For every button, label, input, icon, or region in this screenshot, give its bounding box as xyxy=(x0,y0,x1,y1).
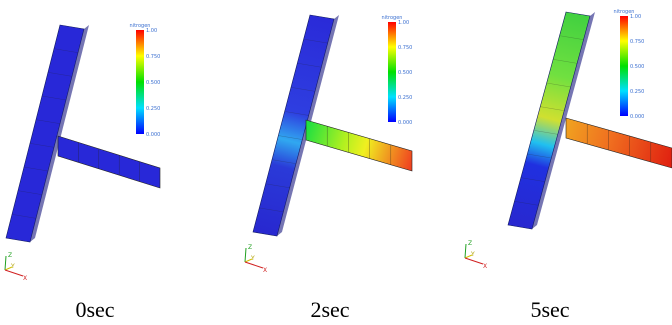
colorbar-tick-label: 1.00 xyxy=(146,28,157,34)
vertical-pipe xyxy=(6,25,84,242)
colorbar-tick-label: 0.500 xyxy=(398,70,412,76)
branch-pipe xyxy=(566,118,672,168)
colorbar-tick-label: 0.000 xyxy=(146,132,160,138)
axis-x-label: X xyxy=(23,275,27,282)
caption: 0sec xyxy=(75,297,114,322)
colorbar xyxy=(620,16,628,116)
colorbar xyxy=(136,30,144,134)
axis-x xyxy=(5,270,23,276)
colorbar-tick-label: 0.000 xyxy=(398,120,412,126)
axis-y-label: Y xyxy=(470,251,475,258)
colorbar-tick-label: 1.00 xyxy=(398,20,409,26)
axis-z xyxy=(5,256,6,270)
colorbar-tick-label: 0.000 xyxy=(630,114,644,120)
colorbar-tick-label: 0.250 xyxy=(630,89,644,95)
axis-y-label: Y xyxy=(10,263,15,270)
axis-z-label: Z xyxy=(8,252,12,259)
colorbar xyxy=(388,22,396,122)
axis-z xyxy=(245,248,246,262)
colorbar-tick-label: 1.00 xyxy=(630,14,641,20)
colorbar-tick-label: 0.750 xyxy=(398,45,412,51)
branch-pipe xyxy=(306,120,412,171)
axis-x-label: X xyxy=(483,263,487,270)
axis-x-label: X xyxy=(263,267,267,274)
axis-z-label: Z xyxy=(468,240,472,247)
axis-y-label: Y xyxy=(250,255,255,262)
colorbar-tick-label: 0.750 xyxy=(630,39,644,45)
axis-x xyxy=(245,262,263,268)
colorbar-tick-label: 0.500 xyxy=(630,64,644,70)
axis-z xyxy=(465,244,466,258)
axis-x xyxy=(465,258,483,264)
vertical-pipe xyxy=(508,12,590,229)
figure: nitrogen1.000.7500.5000.2500.000ZYX0secn… xyxy=(0,0,672,325)
colorbar-tick-label: 0.250 xyxy=(398,95,412,101)
colorbar-tick-label: 0.750 xyxy=(146,54,160,60)
axis-z-label: Z xyxy=(248,244,252,251)
caption: 2sec xyxy=(310,297,349,322)
caption: 5sec xyxy=(530,297,569,322)
colorbar-tick-label: 0.500 xyxy=(146,80,160,86)
branch-pipe xyxy=(58,136,160,188)
colorbar-tick-label: 0.250 xyxy=(146,106,160,112)
